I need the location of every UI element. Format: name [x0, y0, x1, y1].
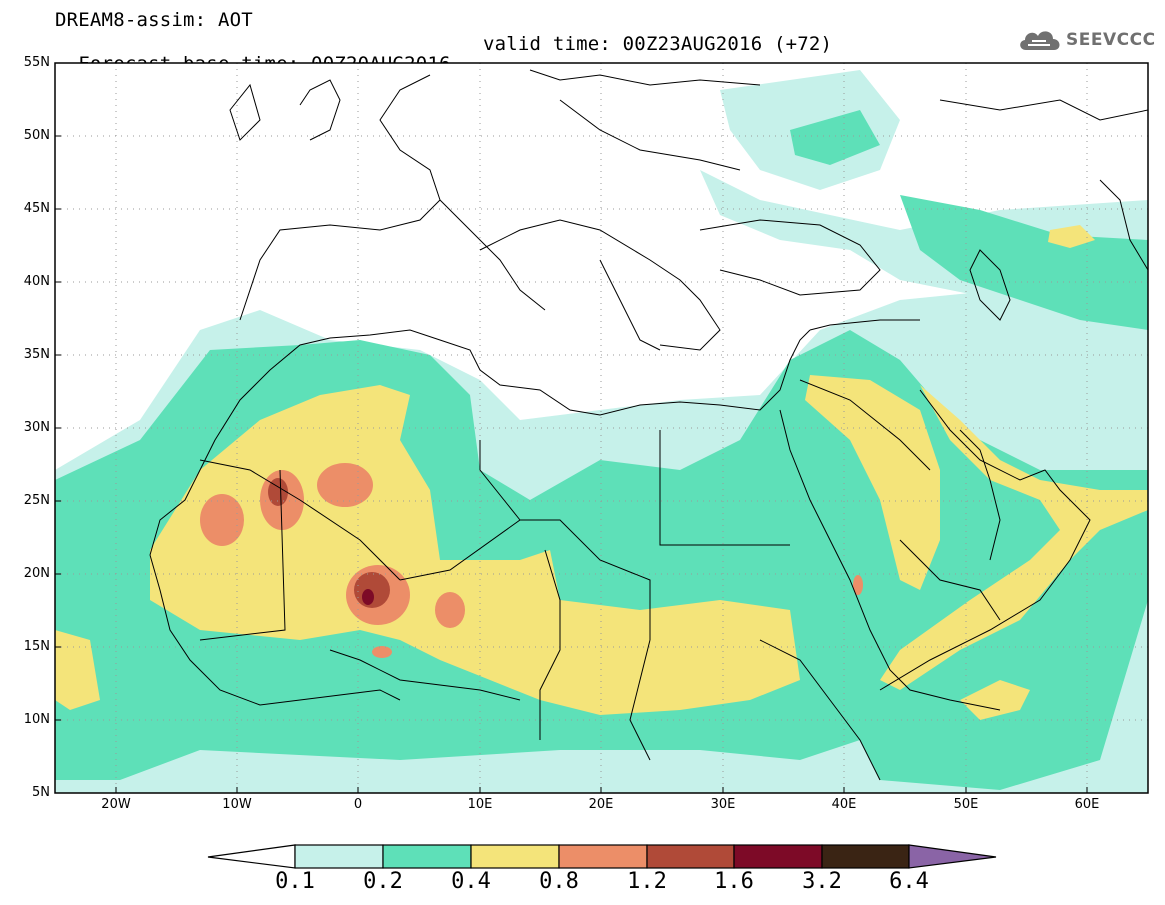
- lat-label-40n: 40N: [23, 274, 50, 289]
- lat-label-55n: 55N: [23, 55, 50, 70]
- seevccc-logo: SEEVCCC: [1016, 24, 1156, 56]
- lon-label-20w: 20W: [101, 797, 131, 812]
- lon-label-40e: 40E: [831, 797, 857, 812]
- logo-text: SEEVCCC: [1066, 30, 1156, 50]
- lat-label-5n: 5N: [32, 785, 50, 800]
- lon-label-0: 0: [353, 797, 363, 812]
- lon-label-60e: 60E: [1074, 797, 1100, 812]
- aot-field: [55, 63, 1148, 793]
- lat-label-30n: 30N: [23, 420, 50, 435]
- valid-time: valid time: 00Z23AUG2016 (+72): [483, 33, 833, 55]
- lon-label-10e: 10E: [467, 797, 493, 812]
- axis-ticks: [55, 135, 1088, 793]
- aot-band-0-4: [55, 225, 1148, 720]
- cloud-logo-icon: [1020, 31, 1060, 50]
- lon-label-20e: 20E: [588, 797, 614, 812]
- lon-label-10w: 10W: [222, 797, 252, 812]
- colorbar-label-3-2: 3.2: [802, 869, 842, 894]
- coastlines-borders: [149, 69, 1148, 781]
- lat-label-25n: 25N: [23, 493, 50, 508]
- lat-label-35n: 35N: [23, 347, 50, 362]
- lat-label-10n: 10N: [23, 712, 50, 727]
- colorbar-label-1-6: 1.6: [714, 869, 754, 894]
- lon-label-50e: 50E: [953, 797, 979, 812]
- lat-label-15n: 15N: [23, 639, 50, 654]
- lon-label-30e: 30E: [710, 797, 736, 812]
- lat-label-45n: 45N: [23, 201, 50, 216]
- aot-band-1-6: [362, 589, 374, 605]
- map-title: DREAM8-assim: AOT: [55, 9, 253, 31]
- colorbar-label-0-2: 0.2: [363, 869, 403, 894]
- colorbar-label-6-4: 6.4: [889, 869, 929, 894]
- colorbar-label-0-1: 0.1: [275, 869, 315, 894]
- colorbar-label-0-4: 0.4: [451, 869, 491, 894]
- colorbar-label-0-8: 0.8: [539, 869, 579, 894]
- lat-label-50n: 50N: [23, 128, 50, 143]
- colorbar-label-1-2: 1.2: [627, 869, 667, 894]
- lat-label-20n: 20N: [23, 566, 50, 581]
- graticule: [55, 63, 1148, 793]
